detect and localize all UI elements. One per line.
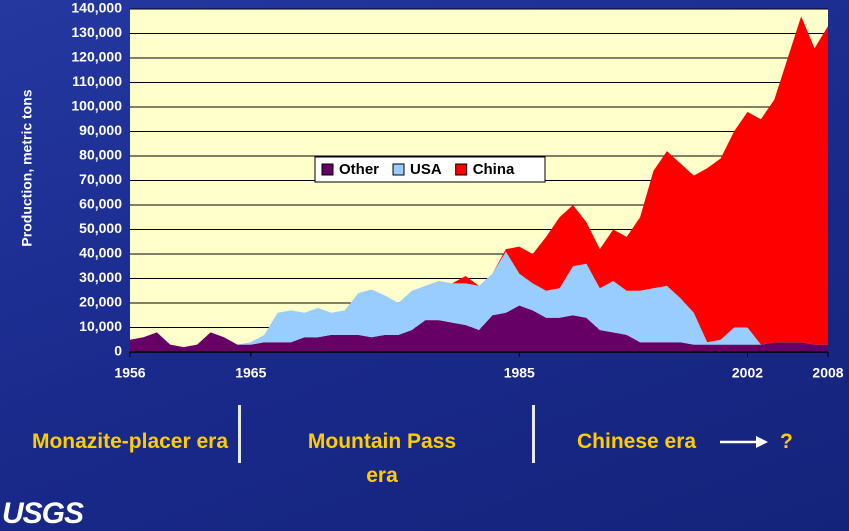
legend-box — [314, 156, 546, 183]
x-tick-label: 1965 — [235, 365, 266, 381]
era-divider — [532, 405, 535, 463]
era-divider — [238, 405, 241, 463]
legend: Other USA China — [314, 156, 546, 183]
y-tick-label: 100,000 — [71, 98, 122, 114]
legend-swatch — [321, 163, 334, 176]
y-tick-label: 30,000 — [79, 269, 122, 285]
area — [130, 251, 828, 348]
era-label: Chinese era — [577, 430, 697, 453]
y-tick-label: 10,000 — [79, 318, 122, 334]
y-tick-label: 60,000 — [79, 196, 122, 212]
y-tick-label: 90,000 — [79, 122, 122, 138]
era-label: Monazite-placer era — [31, 430, 229, 453]
y-tick-label: 140,000 — [71, 0, 122, 16]
chart: Production, metric tons 0 10,000 20,000 30,… — [19, 0, 843, 381]
legend-swatch — [392, 163, 405, 176]
legend-label: USA — [410, 161, 442, 178]
x-tick-label: 1985 — [504, 365, 535, 381]
y-tick-label: 70,000 — [79, 171, 122, 187]
x-tick-label: 1956 — [114, 365, 145, 381]
y-tick-label: 120,000 — [71, 49, 122, 65]
area — [130, 16, 828, 348]
y-tick-label: 110,000 — [72, 73, 122, 89]
y-axis-label: Production, metric tons — [19, 89, 35, 246]
y-tick-label: 0 — [114, 343, 122, 359]
y-tick-label: 40,000 — [79, 245, 122, 261]
era-label: Mountain Pass era — [307, 430, 457, 487]
legend-swatch — [455, 163, 468, 176]
x-tick-label: 2002 — [732, 365, 763, 381]
y-tick-label: 80,000 — [79, 147, 122, 163]
x-tick-label: 2008 — [812, 365, 843, 381]
era-label: ? — [780, 430, 793, 453]
y-tick-label: 50,000 — [79, 220, 122, 236]
y-tick-label: 130,000 — [71, 24, 122, 40]
y-tick-label: 20,000 — [79, 294, 122, 310]
legend-label: China — [473, 161, 515, 178]
legend-label: Other — [339, 161, 379, 178]
area — [130, 305, 828, 352]
arrow — [720, 436, 768, 448]
logo: USGS — [2, 497, 84, 530]
